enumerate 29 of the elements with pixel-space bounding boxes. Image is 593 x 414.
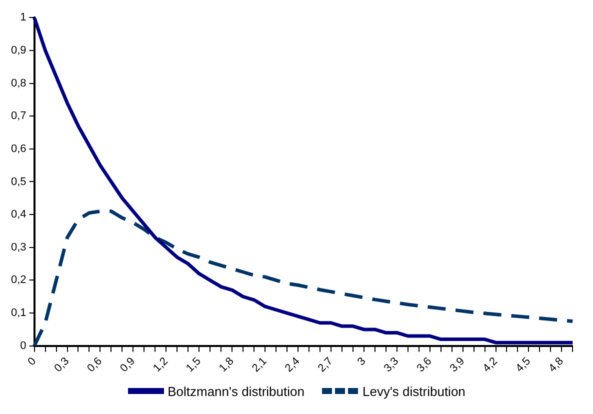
x-tick-label: 2,4 [282, 355, 302, 375]
x-tick-label: 3,3 [382, 355, 402, 375]
x-tick-label: 3,6 [414, 355, 434, 375]
y-tick-label: 0,8 [10, 77, 26, 90]
legend-label: Boltzmann's distribution [168, 384, 304, 398]
y-tick-label: 0 [20, 340, 26, 352]
y-tick-label: 0,1 [10, 307, 26, 320]
y-tick-label: 0,6 [10, 142, 26, 155]
x-tick-label: 2,7 [316, 355, 336, 375]
y-tick-label: 1 [20, 12, 26, 24]
y-tick-label: 0,2 [10, 274, 26, 286]
x-tick-label: 0,3 [52, 355, 72, 375]
legend-label: Levy's distribution [362, 384, 466, 398]
x-tick-label: 4,5 [514, 355, 533, 375]
x-tick-label: 4,2 [480, 355, 500, 375]
x-tick-label: 2,1 [250, 355, 270, 375]
y-tick-label: 0,3 [10, 241, 26, 254]
y-tick-label: 0,5 [10, 176, 26, 188]
y-tick-label: 0,7 [10, 110, 26, 122]
x-tick-label: 1,8 [217, 355, 236, 375]
x-tick-label: 3,9 [448, 355, 468, 375]
x-tick-label: 4,8 [546, 355, 566, 375]
x-tick-label: 1,2 [151, 355, 170, 375]
x-tick-label: 3 [355, 355, 368, 368]
y-tick-label: 0,9 [10, 44, 26, 56]
y-tick-label: 0,4 [10, 208, 26, 221]
x-tick-label: 0,6 [85, 355, 104, 375]
x-tick-label: 0,9 [118, 355, 138, 375]
x-tick-label: 1,5 [184, 355, 204, 375]
